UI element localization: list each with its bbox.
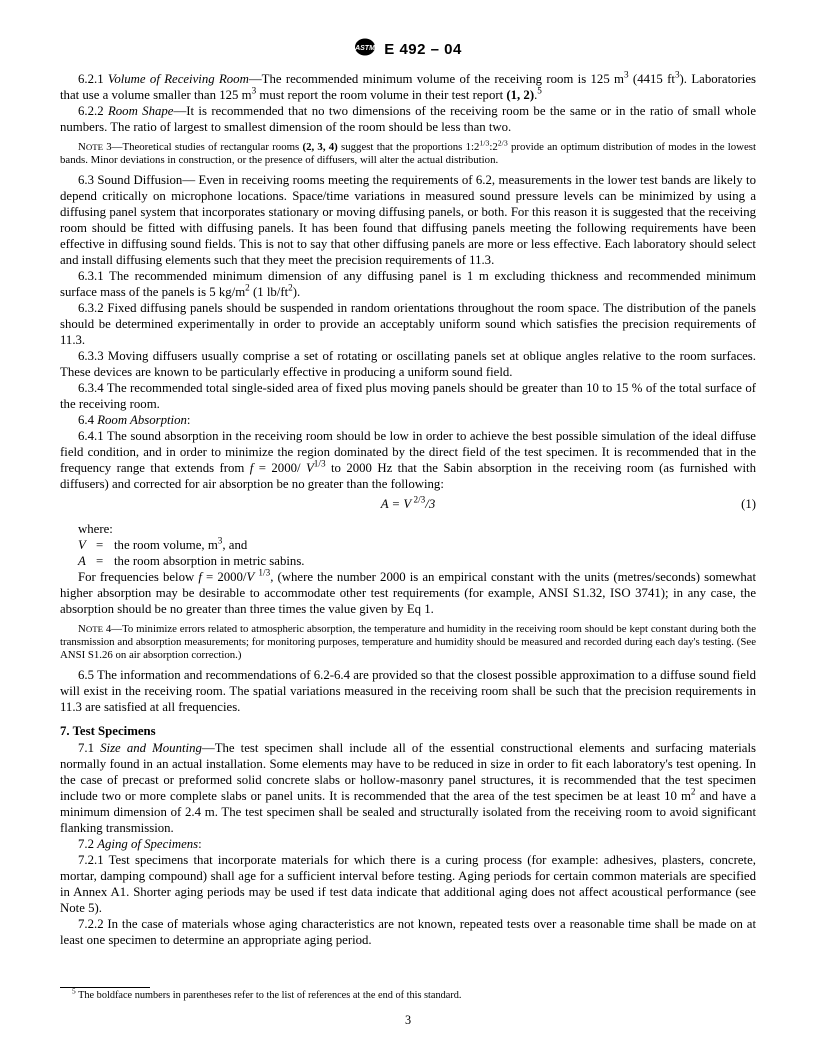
para-6-3-2: 6.3.2 Fixed diffusing panels should be s… — [60, 301, 756, 349]
svg-text:ASTM: ASTM — [354, 45, 375, 52]
para-7-2-2: 7.2.2 In the case of materials whose agi… — [60, 917, 756, 949]
para-6-5: 6.5 The information and recommendations … — [60, 668, 756, 716]
page-header: ASTM E 492 – 04 — [60, 38, 756, 60]
para-6-3-1: 6.3.1 The recommended minimum dimension … — [60, 269, 756, 301]
where-eq: = — [96, 538, 114, 554]
para-6-3-4: 6.3.4 The recommended total single-sided… — [60, 381, 756, 413]
where-sym-A: A — [78, 554, 96, 570]
note-4: NOTE 4—To minimize errors related to atm… — [60, 623, 756, 663]
page-number: 3 — [0, 1013, 816, 1028]
note-3: NOTE 3—Theoretical studies of rectangula… — [60, 141, 756, 168]
para-7-2: 7.2 Aging of Specimens: — [60, 837, 756, 853]
footnote-5: 5 The boldface numbers in parentheses re… — [60, 990, 756, 1003]
where-def-V: the room volume, m3, and — [114, 538, 756, 554]
equation-1: A = V 2/3/3 (1) — [60, 497, 756, 512]
para-6-4-1: 6.4.1 The sound absorption in the receiv… — [60, 429, 756, 493]
equation-1-number: (1) — [741, 497, 756, 512]
where-def-A: the room absorption in metric sabins. — [114, 554, 756, 570]
section-7-heading: 7. Test Specimens — [60, 724, 756, 739]
para-6-3: 6.3 Sound Diffusion— Even in receiving r… — [60, 173, 756, 269]
astm-logo: ASTM — [354, 38, 376, 60]
where-eq: = — [96, 554, 114, 570]
page: ASTM E 492 – 04 6.2.1 Volume of Receivin… — [0, 0, 816, 1056]
para-6-3-3: 6.3.3 Moving diffusers usually comprise … — [60, 349, 756, 381]
para-6-2-2: 6.2.2 Room Shape—It is recommended that … — [60, 104, 756, 136]
para-6-2-1: 6.2.1 Volume of Receiving Room—The recom… — [60, 72, 756, 104]
para-after-where: For frequencies below f = 2000/V 1/3, (w… — [60, 570, 756, 618]
where-label: where: — [60, 522, 756, 538]
where-list: V = the room volume, m3, and A = the roo… — [78, 538, 756, 570]
equation-1-text: A = V 2/3/3 — [381, 497, 436, 511]
para-6-4: 6.4 Room Absorption: — [60, 413, 756, 429]
designation: E 492 – 04 — [384, 41, 462, 58]
where-sym-V: V — [78, 538, 96, 554]
para-7-2-1: 7.2.1 Test specimens that incorporate ma… — [60, 853, 756, 917]
para-7-1: 7.1 Size and Mounting—The test specimen … — [60, 741, 756, 837]
